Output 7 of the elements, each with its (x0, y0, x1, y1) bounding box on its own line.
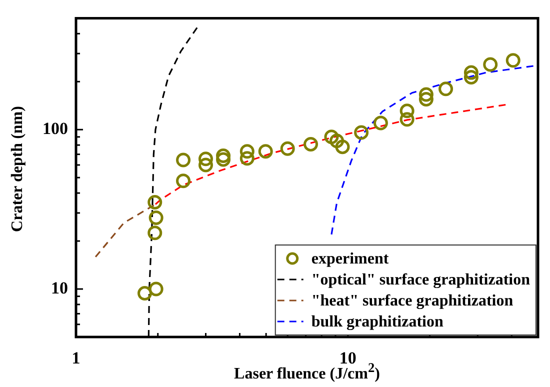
legend-label: "heat" surface graphitization (311, 292, 514, 310)
y-tick-label: 100 (42, 119, 68, 138)
y-axis-title: Crater depth (nm) (9, 105, 27, 234)
legend-label: experiment (311, 250, 390, 268)
legend-label: "optical" surface graphitization (311, 272, 530, 289)
x-tick-label: 1 (72, 348, 80, 368)
legend-label: bulk graphitization (311, 314, 444, 331)
